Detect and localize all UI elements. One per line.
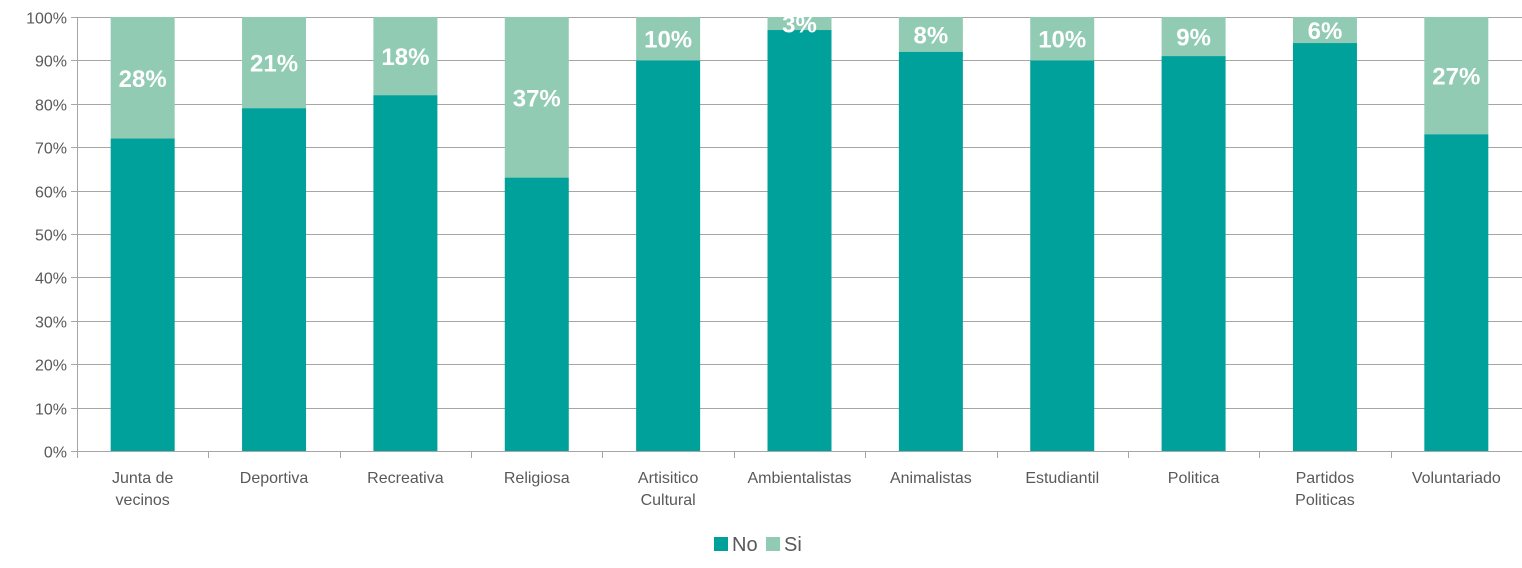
bar-no-6 bbox=[898, 51, 963, 451]
x-category-label: Partidos Politicas bbox=[1295, 470, 1355, 509]
bar-si-2 bbox=[373, 17, 438, 96]
data-label: 9% bbox=[1176, 25, 1211, 52]
y-tick-label: 0% bbox=[44, 445, 67, 462]
x-category-label-line: Animalistas bbox=[890, 470, 972, 487]
data-label: 3% bbox=[782, 12, 817, 39]
data-label: 10% bbox=[644, 27, 692, 54]
x-category-label-line: Voluntariado bbox=[1412, 470, 1501, 487]
x-category-label-line: Junta de bbox=[112, 470, 173, 487]
bar-si-6 bbox=[898, 17, 963, 52]
x-category-label-line: Politicas bbox=[1295, 492, 1355, 509]
y-tick-label: 90% bbox=[35, 54, 67, 71]
bars bbox=[110, 17, 1489, 452]
bar-no-0 bbox=[110, 138, 175, 451]
x-category-label-line: Partidos bbox=[1296, 470, 1355, 487]
bar-no-1 bbox=[242, 108, 307, 451]
x-category-label-line: Religiosa bbox=[504, 470, 570, 487]
bar-no-7 bbox=[1030, 60, 1095, 452]
legend-swatch-si bbox=[766, 537, 780, 551]
bar-si-9 bbox=[1292, 17, 1357, 44]
legend: No Si bbox=[714, 534, 802, 556]
x-category-label-line: Politica bbox=[1168, 470, 1220, 487]
axes: 0% 10% 20% 30% 40% 50% 60% 70% 80% 90% 100% Junta d… bbox=[26, 11, 1522, 509]
y-tick-label: 100% bbox=[26, 11, 67, 28]
x-category-label: Recreativa bbox=[367, 470, 444, 487]
x-category-label-line: Ambientalistas bbox=[747, 470, 851, 487]
bar-no-8 bbox=[1161, 56, 1226, 452]
x-category-label: Artisitico Cultural bbox=[638, 470, 699, 509]
y-tick-label: 20% bbox=[35, 358, 67, 375]
data-label: 28% bbox=[119, 66, 167, 93]
bar-no-10 bbox=[1424, 134, 1489, 451]
x-category-label-line: Recreativa bbox=[367, 470, 444, 487]
bar-si-5 bbox=[767, 17, 832, 31]
x-category-label: Estudiantil bbox=[1025, 470, 1099, 487]
bar-no-9 bbox=[1292, 43, 1357, 451]
y-tick-label: 80% bbox=[35, 98, 67, 115]
bar-no-5 bbox=[767, 30, 832, 452]
x-category-label-line: vecinos bbox=[116, 492, 170, 509]
x-category-label: Ambientalistas bbox=[747, 470, 851, 487]
y-tick-label: 70% bbox=[35, 141, 67, 158]
bar-si-3 bbox=[504, 17, 569, 178]
x-category-label: Religiosa bbox=[504, 470, 570, 487]
bar-no-4 bbox=[636, 60, 701, 452]
y-tick-label: 50% bbox=[35, 228, 67, 245]
x-category-label: Politica bbox=[1168, 470, 1220, 487]
y-tick-label: 40% bbox=[35, 271, 67, 288]
bar-no-3 bbox=[504, 177, 569, 451]
x-category-label-line: Deportiva bbox=[240, 470, 309, 487]
bar-si-4 bbox=[636, 17, 701, 61]
x-category-label-line: Estudiantil bbox=[1025, 470, 1099, 487]
x-category-label-line: Artisitico bbox=[638, 470, 699, 487]
x-category-label: Animalistas bbox=[890, 470, 972, 487]
data-label: 18% bbox=[381, 44, 429, 71]
y-tick-label: 30% bbox=[35, 315, 67, 332]
x-category-label: Junta de vecinos bbox=[112, 470, 173, 509]
bar-si-8 bbox=[1161, 17, 1226, 57]
data-label: 8% bbox=[914, 22, 949, 49]
bar-no-2 bbox=[373, 95, 438, 452]
x-category-label: Deportiva bbox=[240, 470, 309, 487]
legend-label-no: No bbox=[732, 534, 758, 556]
data-label: 6% bbox=[1308, 18, 1343, 45]
data-label: 21% bbox=[250, 51, 298, 78]
x-category-label-line: Cultural bbox=[641, 492, 696, 509]
legend-swatch-no bbox=[714, 537, 728, 551]
y-tick-label: 10% bbox=[35, 402, 67, 419]
data-labels: 28% 21% 18% 37% 10% 3% 8% 10% 9% 6% 27% bbox=[119, 12, 1481, 113]
bar-si-7 bbox=[1030, 17, 1095, 61]
bar-si-1 bbox=[242, 17, 307, 109]
x-category-label: Voluntariado bbox=[1412, 470, 1501, 487]
y-tick-label: 60% bbox=[35, 185, 67, 202]
legend-label-si: Si bbox=[784, 534, 802, 556]
bar-si-0 bbox=[110, 17, 175, 139]
data-label: 10% bbox=[1038, 27, 1086, 54]
data-label: 27% bbox=[1432, 64, 1480, 91]
data-label: 37% bbox=[513, 85, 561, 112]
bar-si-10 bbox=[1424, 17, 1489, 135]
